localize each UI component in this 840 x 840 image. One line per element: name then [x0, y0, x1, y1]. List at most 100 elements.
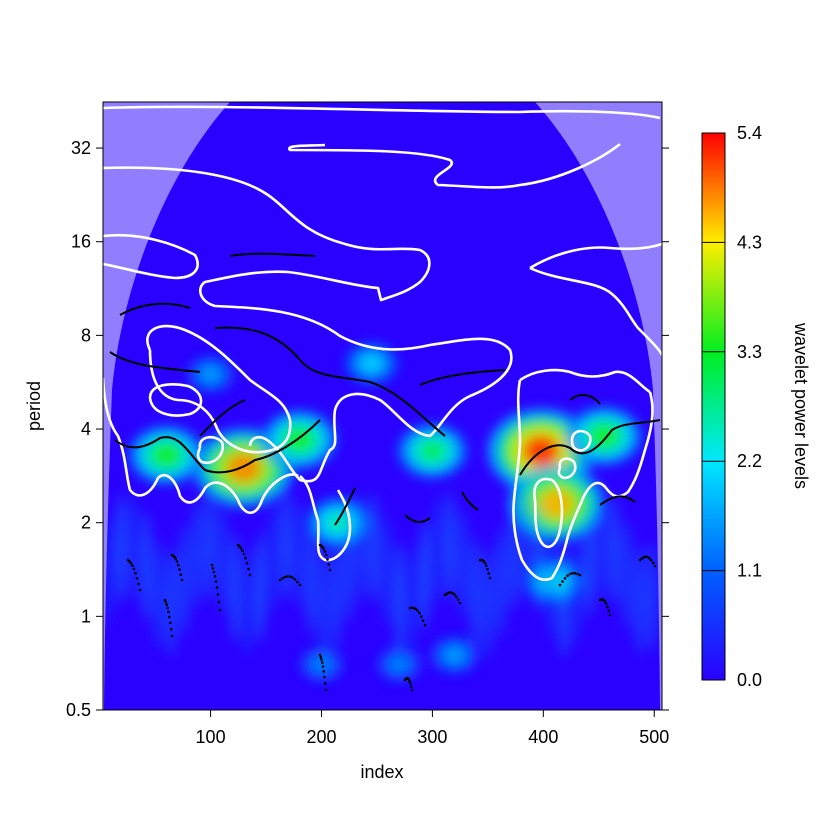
- ridge-dot: [326, 558, 329, 561]
- colorbar-tick-label: 4.3: [737, 232, 762, 252]
- streak-42: [635, 545, 644, 656]
- colorbar-tick-label: 1.1: [737, 561, 762, 581]
- ridge-dot: [423, 623, 427, 627]
- ridge-dot: [168, 615, 171, 619]
- power-ridges: [109, 252, 661, 526]
- colorbar-tick-label: 0.0: [737, 670, 762, 690]
- ridge-dot: [164, 600, 168, 604]
- heat-blob-9-level-3: [361, 355, 382, 372]
- ridge-dot: [278, 578, 282, 582]
- streak-17: [319, 547, 328, 658]
- ridge-dot: [453, 593, 456, 596]
- streak-7: [193, 498, 202, 609]
- y-axis: 0.5 1 2 4 8 16 32: [66, 138, 669, 720]
- heat-blob-2-level-3: [539, 489, 574, 519]
- streak-40: [610, 495, 619, 606]
- ridge-dot: [248, 573, 252, 577]
- colorbar: [701, 132, 726, 681]
- ridge-dot: [649, 558, 653, 562]
- ridge-dot: [638, 558, 642, 562]
- ridge-dot: [328, 568, 332, 572]
- colorbar-label: wavelet power levels: [791, 322, 811, 489]
- streak-23: [395, 542, 404, 653]
- streak-13: [268, 504, 277, 615]
- ridge-dot: [131, 564, 134, 568]
- streak-18: [332, 539, 341, 650]
- ridge-dot: [245, 561, 249, 565]
- ridge-dot: [484, 564, 488, 568]
- ridge-dot: [213, 575, 217, 578]
- ridge-dot: [215, 586, 219, 589]
- ridge-dot: [288, 575, 292, 578]
- ridge-dot: [573, 571, 577, 575]
- y-tick-label: 2: [81, 513, 91, 533]
- y-tick-label: 16: [71, 232, 91, 252]
- streak-19: [344, 511, 353, 622]
- ridge-dot: [180, 578, 184, 582]
- streak-28: [458, 508, 467, 619]
- ridge-dot: [286, 575, 289, 578]
- streak-41: [622, 520, 631, 631]
- streak-24: [408, 545, 417, 656]
- ridge-dot: [604, 602, 608, 606]
- x-tick-label: 200: [306, 727, 336, 747]
- heat-blobs: [104, 342, 657, 683]
- x-tick-label: 100: [196, 727, 226, 747]
- streak-21: [370, 493, 379, 604]
- streak-5: [167, 546, 176, 657]
- streak-43: [648, 542, 657, 653]
- ridge-dot: [293, 578, 297, 581]
- ridge-dot: [163, 598, 167, 602]
- ridge-dot: [327, 563, 331, 566]
- ridge-dot: [128, 560, 131, 563]
- ridge-dot: [132, 567, 136, 571]
- ridge-dot: [296, 580, 299, 584]
- ridge-dot: [608, 613, 612, 617]
- ridge-dot: [134, 571, 137, 575]
- streak-1: [117, 493, 126, 604]
- ridge-dot: [291, 576, 294, 579]
- ridge-dot: [487, 572, 491, 575]
- ridge-dot: [218, 608, 222, 612]
- ridge-dot: [176, 563, 180, 567]
- plot-background: [103, 102, 662, 710]
- streak-26: [433, 495, 442, 606]
- ridge-dot: [563, 576, 567, 580]
- y-tick-label: 4: [81, 419, 91, 439]
- streak-11: [243, 548, 252, 659]
- ridge-dots: [126, 543, 657, 692]
- x-axis: 100 200 300 400 500: [196, 710, 669, 747]
- ridge-dot: [603, 600, 607, 603]
- ridge-dot: [170, 634, 174, 638]
- ridge-dot: [320, 661, 324, 664]
- ridge-dot: [410, 606, 414, 610]
- streak-20: [357, 491, 366, 602]
- x-tick-label: 500: [639, 727, 669, 747]
- ridge-dot: [408, 679, 411, 683]
- streak-2: [129, 491, 138, 602]
- ridge-dot: [137, 582, 140, 586]
- cone-of-influence-shade: [103, 102, 662, 710]
- ridge-dot: [648, 556, 651, 560]
- ridge-dot: [239, 546, 243, 550]
- ridge-dot: [283, 575, 287, 579]
- ridge-dot: [561, 580, 564, 583]
- ridge-dot: [414, 607, 417, 611]
- heat-blob-12-level-3: [313, 657, 330, 672]
- ridge-dot: [244, 556, 247, 560]
- ridge-dot: [646, 555, 649, 559]
- ridge-dot: [410, 688, 414, 692]
- y-tick-label: 0.5: [66, 700, 91, 720]
- ridge-dot: [607, 609, 611, 613]
- streak-6: [180, 524, 189, 635]
- ridge-dot: [418, 611, 421, 615]
- ridge-dot: [606, 605, 609, 609]
- y-tick-label: 1: [81, 606, 91, 626]
- ridge-dot: [486, 567, 489, 571]
- heat-blob-7-level-3: [326, 512, 350, 533]
- streak-4: [155, 539, 164, 650]
- ridge-dot: [456, 598, 460, 602]
- significance-contours: [103, 105, 662, 581]
- colorbar-tick-label: 5.4: [737, 123, 762, 143]
